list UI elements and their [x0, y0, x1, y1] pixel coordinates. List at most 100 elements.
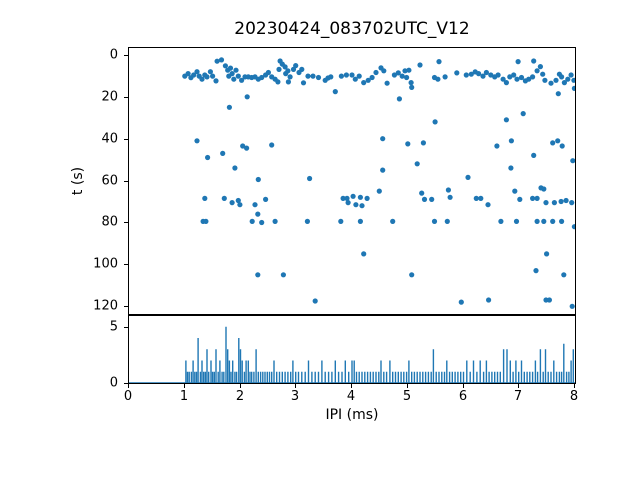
scatter-point [293, 63, 299, 69]
scatter-point [468, 71, 474, 77]
x-tick-mark [240, 384, 241, 388]
y-tick-label: 0 [109, 47, 118, 63]
scatter-point [356, 73, 362, 79]
y-tick-mark [124, 383, 128, 384]
scatter-point [520, 111, 526, 117]
scatter-point [494, 143, 500, 149]
scatter-point [349, 72, 355, 78]
scatter-point [518, 74, 525, 81]
scatter-point [344, 195, 350, 201]
scatter-point [203, 218, 209, 224]
histogram-trace [129, 326, 575, 383]
scatter-point [503, 117, 509, 123]
scatter-point [563, 197, 569, 204]
scatter-point [565, 76, 571, 82]
scatter-point [485, 202, 491, 208]
scatter-point [227, 65, 234, 71]
scatter-point [285, 79, 291, 85]
scatter-point [399, 73, 405, 79]
scatter-point [531, 152, 537, 158]
x-tick-mark [463, 384, 464, 388]
scatter-point [191, 72, 197, 78]
scatter-point [480, 73, 486, 79]
y-tick-label: 80 [101, 214, 118, 230]
scatter-point [373, 69, 379, 76]
x-tick-label: 3 [290, 389, 300, 404]
scatter-point [229, 200, 235, 206]
scatter-point [259, 74, 265, 81]
scatter-point [226, 104, 232, 110]
scatter-point [543, 200, 549, 206]
scatter-point [300, 80, 307, 86]
scatter-point [553, 77, 559, 83]
scatter-point [408, 80, 414, 86]
scatter-point [409, 84, 415, 90]
scatter-point [432, 119, 438, 125]
scatter-point [353, 202, 359, 208]
scatter-point [537, 64, 543, 70]
scatter-point [558, 198, 564, 205]
scatter-point [478, 195, 484, 201]
scatter-point [550, 218, 556, 224]
scatter-point [404, 74, 410, 81]
scatter-point [517, 196, 523, 202]
scatter-point [213, 78, 219, 84]
x-tick-mark [295, 384, 296, 388]
scatter-point [229, 71, 235, 77]
scatter-point [402, 68, 408, 74]
scatter-point [561, 272, 567, 278]
scatter-point [280, 272, 286, 278]
scatter-point [299, 66, 305, 72]
scatter-point [265, 69, 271, 76]
y-tick-mark [124, 139, 128, 140]
x-tick-label: 2 [235, 389, 245, 404]
scatter-point [488, 72, 494, 78]
scatter-point [304, 218, 310, 224]
scatter-point [290, 66, 297, 72]
scatter-point [205, 154, 211, 161]
x-tick-mark [574, 384, 575, 388]
y-tick-label: 20 [101, 89, 118, 105]
scatter-point [240, 143, 246, 149]
scatter-point [507, 74, 513, 80]
scatter-point [483, 69, 489, 76]
scatter-point [395, 70, 401, 76]
scatter-point [239, 77, 245, 83]
scatter-point [272, 218, 278, 224]
scatter-point [380, 136, 386, 142]
chart-title: 20230424_083702UTC_V12 [234, 19, 470, 39]
scatter-point [541, 186, 547, 192]
x-tick-label: 5 [402, 389, 412, 404]
scatter-point [328, 74, 334, 80]
scatter-point [357, 218, 363, 224]
scatter-point [396, 96, 402, 102]
scatter-point [390, 218, 396, 224]
scatter-point [259, 219, 265, 226]
scatter-point [542, 77, 548, 83]
scatter-point [498, 218, 504, 224]
scatter-point [559, 143, 565, 149]
scatter-point [255, 211, 261, 217]
scatter-point [473, 195, 479, 201]
scatter-point [419, 190, 425, 196]
scatter-point [548, 80, 554, 86]
scatter-point [414, 161, 420, 167]
y-tick-label: 40 [101, 131, 118, 147]
scatter-point [340, 195, 346, 201]
y-tick-mark [124, 222, 128, 223]
scatter-point [530, 74, 536, 80]
scatter-point [436, 59, 442, 65]
scatter-point [263, 196, 269, 202]
scatter-point [391, 72, 397, 78]
scatter-point [232, 165, 238, 171]
y-tick-mark [124, 55, 128, 56]
scatter-point [540, 71, 546, 77]
scatter-point [276, 66, 282, 72]
scatter-point [244, 94, 250, 100]
scatter-point [514, 76, 520, 82]
scatter-point [315, 74, 322, 81]
scatter-point [202, 195, 208, 201]
y-tick-mark [124, 306, 128, 307]
scatter-point [406, 67, 412, 73]
